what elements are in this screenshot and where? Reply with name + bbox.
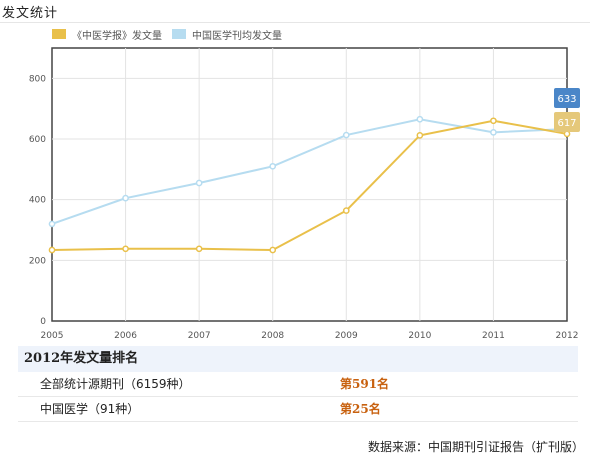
data-point-series-2 <box>122 194 129 202</box>
data-point-series-1 <box>490 117 497 125</box>
plot-area-frame <box>51 47 568 322</box>
legend-swatch-blue <box>172 29 186 39</box>
legend-swatch-yellow <box>52 29 66 39</box>
data-point-series-1 <box>416 132 424 139</box>
legend-label-series-1: 《中医学报》发文量 <box>72 30 162 42</box>
legend-item-series-2[interactable]: 中国医学刊均发文量 <box>172 27 282 42</box>
chart-legend: 《中医学报》发文量 中国医学刊均发文量 <box>52 27 292 42</box>
chart-svg: 0 200 400 600 800 2005 2006 2007 2008 2009 2010 201… <box>29 47 580 341</box>
y-tick-label: 800 <box>29 74 46 84</box>
page-title: 发文统计 <box>2 6 59 21</box>
end-value-label: 617 <box>557 118 576 129</box>
data-point-series-1 <box>342 207 350 214</box>
line-chart: 0 200 400 600 800 2005 2006 2007 2008 2009 2010 201… <box>0 40 592 350</box>
ranking-title: 2012年发文量排名 <box>18 346 578 372</box>
end-value-badge <box>554 88 580 108</box>
ranking-row-rank: 第591名 <box>340 377 390 391</box>
x-tick-label: 2005 <box>41 331 64 341</box>
data-point-series-1 <box>563 130 571 138</box>
series-line-2 <box>51 118 568 225</box>
y-tick-label: 400 <box>29 196 46 206</box>
y-tick-label: 600 <box>29 135 46 145</box>
data-point-series-2 <box>490 128 497 136</box>
title-divider <box>0 22 590 23</box>
ranking-row: 全部统计源期刊（6159种） 第591名 <box>18 372 578 397</box>
data-point-series-1 <box>195 245 203 253</box>
x-tick-label: 2007 <box>188 331 211 341</box>
legend-label-series-2: 中国医学刊均发文量 <box>192 30 282 42</box>
ranking-row-rank: 第25名 <box>340 402 381 416</box>
data-point-series-1 <box>269 246 277 254</box>
x-tick-label: 2009 <box>335 331 358 341</box>
x-tick-label: 2008 <box>261 331 284 341</box>
data-source-note: 数据来源：中国期刊引证报告（扩刊版） <box>367 440 584 454</box>
data-point-series-2 <box>269 162 277 170</box>
ranking-row-label: 中国医学（91种） <box>40 402 140 416</box>
data-point-series-2 <box>195 179 203 187</box>
y-tick-label: 0 <box>40 317 46 327</box>
ranking-panel: 2012年发文量排名 全部统计源期刊（6159种） 第591名 中国医学（91种… <box>18 346 578 422</box>
ranking-row: 中国医学（91种） 第25名 <box>18 397 578 422</box>
x-tick-label: 2010 <box>408 331 431 341</box>
y-tick-label: 200 <box>29 256 46 266</box>
end-value-badge <box>554 112 580 132</box>
series-line-1 <box>51 119 568 252</box>
x-tick-label: 2006 <box>114 331 137 341</box>
x-tick-label: 2012 <box>556 331 579 341</box>
data-point-series-1 <box>122 245 129 253</box>
data-point-series-2 <box>48 220 56 228</box>
data-point-series-2 <box>416 115 424 123</box>
ranking-row-label: 全部统计源期刊（6159种） <box>40 377 191 391</box>
data-point-series-2 <box>342 131 350 139</box>
end-value-label: 633 <box>557 94 576 105</box>
data-point-series-1 <box>48 246 56 254</box>
x-tick-label: 2011 <box>482 331 505 341</box>
legend-item-series-1[interactable]: 《中医学报》发文量 <box>52 27 162 42</box>
